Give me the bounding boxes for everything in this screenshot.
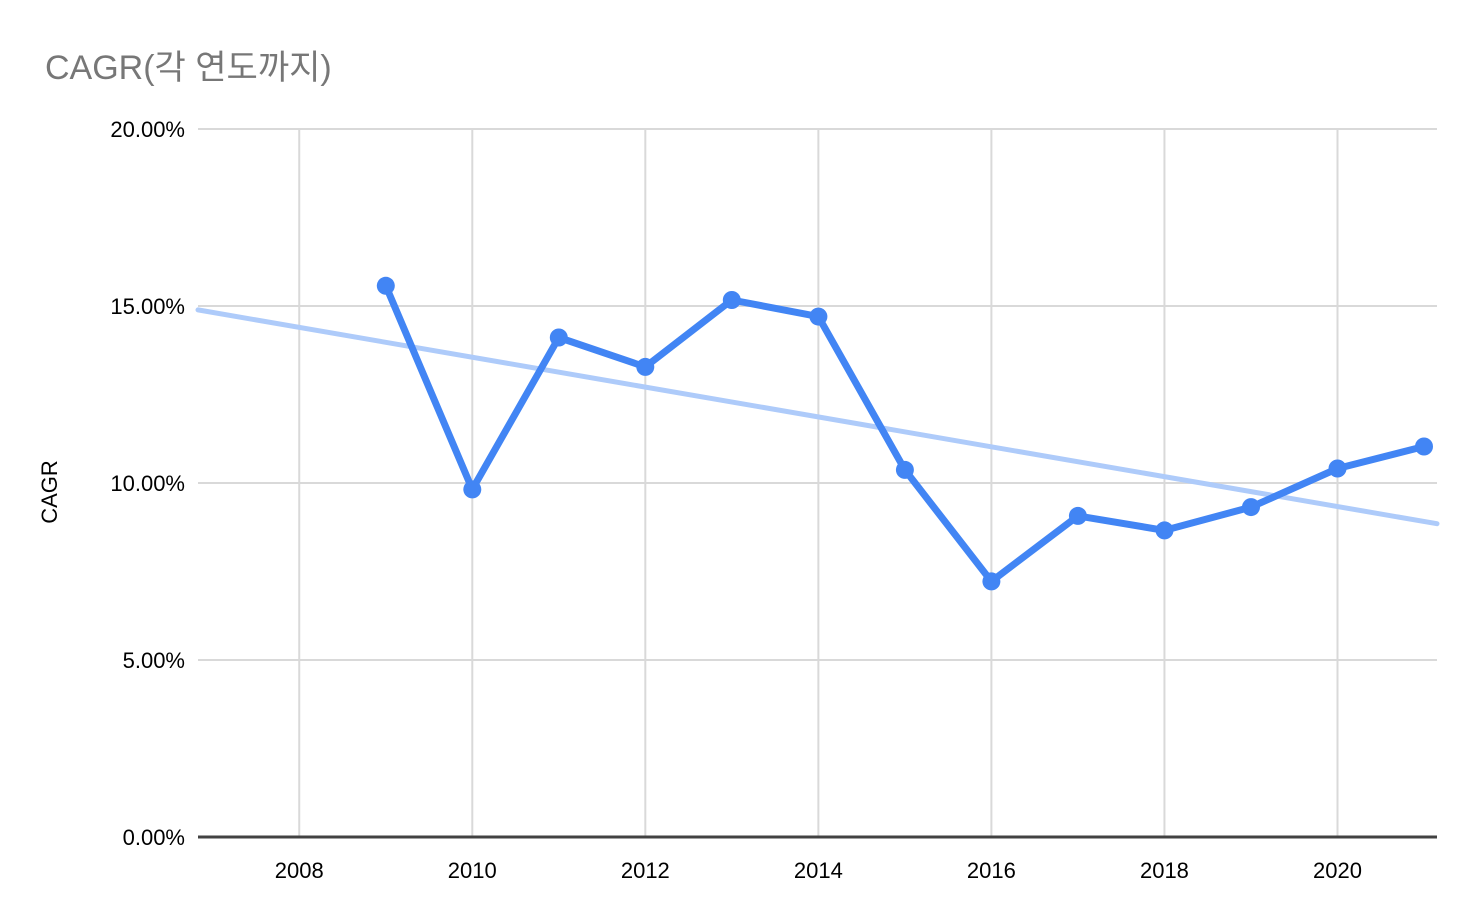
data-point-2009: [376, 276, 395, 295]
y-tick-label: 10.00%: [110, 471, 185, 496]
x-tick-label: 2014: [794, 858, 843, 883]
x-tick-label: 2008: [275, 858, 324, 883]
data-point-2018: [1155, 521, 1174, 540]
data-point-2017: [1068, 506, 1087, 525]
y-tick-label: 0.00%: [123, 825, 185, 850]
x-tick-label: 2010: [448, 858, 497, 883]
x-tick-label: 2018: [1140, 858, 1189, 883]
data-point-2011: [549, 328, 568, 347]
x-tick-label: 2012: [621, 858, 670, 883]
gridlines-layer: [198, 128, 1437, 837]
y-tick-label: 15.00%: [110, 294, 185, 319]
y-axis-tick-labels: 0.00% 5.00% 10.00% 15.00% 20.00%: [110, 117, 185, 850]
cagr-series-points: [376, 276, 1433, 591]
data-point-2019: [1242, 498, 1260, 517]
trendline: [195, 307, 1440, 527]
data-point-2014: [809, 307, 828, 326]
data-point-2013: [722, 291, 741, 309]
y-tick-label: 5.00%: [123, 648, 185, 673]
y-tick-label: 20.00%: [110, 117, 185, 142]
x-axis-tick-labels: 2008 2010 2012 2014 2016 2018 2020: [275, 858, 1362, 883]
x-tick-label: 2016: [967, 858, 1016, 883]
data-point-2020: [1328, 459, 1347, 478]
y-axis-title: CAGR: [37, 460, 62, 524]
data-point-2016: [982, 572, 1001, 591]
chart-title: CAGR(각 연도까지): [45, 49, 332, 87]
data-point-2021: [1415, 437, 1433, 456]
data-point-2012: [636, 357, 655, 376]
x-tick-label: 2020: [1313, 858, 1362, 883]
data-point-2015: [895, 460, 914, 479]
data-point-2010: [463, 480, 482, 499]
